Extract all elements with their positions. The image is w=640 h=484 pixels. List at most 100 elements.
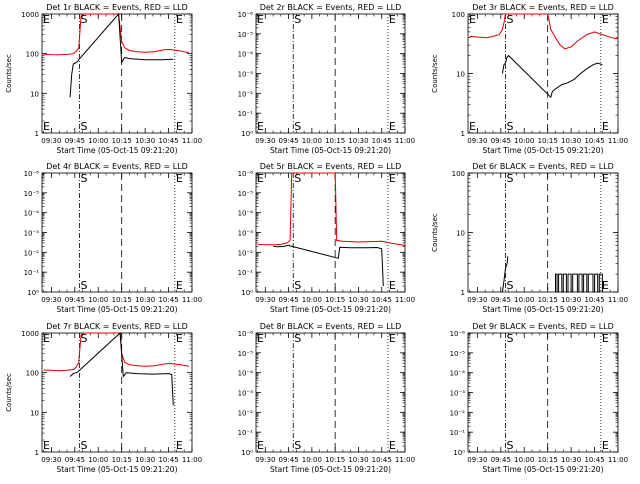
x-tick-label: 09:30 [255,456,275,464]
x-tick-label: 11:00 [182,456,202,464]
x-tick-label: 09:30 [255,296,275,304]
y-tick-label: 1000 [21,330,39,338]
chart-title: Det 4r BLACK = Events, RED = LLD [46,162,188,171]
y-tick-label: 10⁻³ [238,390,254,398]
x-tick-label: 10:30 [135,296,155,304]
y-tick-label: 10⁻⁶ [238,330,254,338]
x-tick-label: 09:45 [491,296,511,304]
chart-panel-4: Det 4r BLACK = Events, RED = LLD 10⁰ 10⁻¹ 1… [24,162,203,314]
x-tick-label: 10:00 [88,137,108,145]
chart-panel-3: Det 3r BLACK = Events, RED = LLD 1 10 100 09… [431,3,628,155]
corner-label: E [43,332,50,345]
marker-label-bottom: E [389,439,396,452]
chart-panel-8: Det 8r BLACK = Events, RED = LLD 10⁰ 10⁻¹ 1… [238,322,416,474]
x-tick-label: 09:45 [491,456,511,464]
marker-label-top: E [602,13,609,26]
y-tick-label: 10⁻² [238,90,254,98]
x-axis-label: Start Time (05-Oct-15 09:21:20) [270,146,391,155]
x-tick-label: 10:15 [112,296,132,304]
series-line-lld-0 [43,332,189,372]
x-tick-label: 09:30 [41,137,61,145]
marker-label-bottom: S [294,279,301,292]
x-tick-label: 10:45 [584,296,604,304]
y-tick-label: 10⁰ [241,449,253,457]
x-axis-label: Start Time (05-Oct-15 09:21:20) [56,465,177,474]
chart-title: Det 5r BLACK = Events, RED = LLD [260,162,402,171]
y-tick-label: 10⁻⁶ [24,170,40,178]
y-tick-label: 10⁻⁵ [238,350,254,358]
y-tick-label: 100 [452,170,465,178]
plot-frame [41,332,193,453]
y-tick-label: 10⁻⁶ [238,170,254,178]
corner-label: E [43,439,50,452]
marker-label-top: E [176,172,183,185]
x-tick-label: 10:45 [158,296,178,304]
y-tick-label: 10⁻¹ [238,269,254,277]
y-tick-label: 10 [456,230,465,238]
chart-panel-5: Det 5r BLACK = Events, RED = LLD 10⁰ 10⁻¹ 1… [238,162,416,314]
y-tick-label: 10⁻⁴ [450,370,466,378]
plot-frame [41,172,193,293]
x-tick-label: 11:00 [395,456,415,464]
x-axis-label: Start Time (05-Oct-15 09:21:20) [56,305,177,314]
x-tick-label: 09:30 [41,296,61,304]
chart-title: Det 9r BLACK = Events, RED = LLD [472,322,614,331]
marker-label-top: E [389,172,396,185]
x-tick-label: 09:45 [491,137,511,145]
y-tick-label: 10⁰ [241,130,253,138]
y-tick-label: 10⁻² [238,249,254,257]
plot-frame [467,332,619,453]
y-tick-label: 10⁻⁴ [238,370,254,378]
x-tick-label: 10:15 [112,137,132,145]
y-tick-label: 10⁻⁵ [238,190,254,198]
marker-label-bottom: S [81,439,88,452]
corner-label: E [43,13,50,26]
x-tick-label: 10:45 [584,456,604,464]
x-tick-label: 10:45 [372,296,392,304]
y-tick-label: 10⁻³ [24,230,40,238]
marker-label-bottom: S [81,279,88,292]
marker-label-bottom: S [507,120,514,133]
x-tick-label: 10:15 [112,456,132,464]
y-tick-label: 10⁻⁵ [24,190,40,198]
marker-label-top: E [602,332,609,345]
marker-label-bottom: E [602,120,609,133]
marker-label-top: S [294,172,301,185]
x-axis-label: Start Time (05-Oct-15 09:21:20) [270,305,391,314]
marker-label-top: S [294,13,301,26]
x-tick-label: 10:00 [514,137,534,145]
y-tick-label: 1 [461,289,465,297]
marker-label-top: S [81,13,88,26]
x-tick-label: 10:15 [325,137,345,145]
y-tick-label: 10⁰ [241,289,253,297]
chart-title: Det 1r BLACK = Events, RED = LLD [46,3,188,12]
y-tick-label: 10 [30,90,39,98]
x-tick-label: 09:30 [41,456,61,464]
chart-title: Det 3r BLACK = Events, RED = LLD [472,3,614,12]
marker-label-bottom: S [507,279,514,292]
x-tick-label: 09:45 [279,456,299,464]
y-tick-label: 10⁻² [24,249,40,257]
marker-label-bottom: S [294,439,301,452]
corner-label: E [257,120,264,133]
y-tick-label: 10⁻¹ [238,429,254,437]
series-line-lld-0 [469,13,619,50]
marker-label-top: E [176,332,183,345]
x-axis-label: Start Time (05-Oct-15 09:21:20) [482,305,603,314]
x-tick-label: 10:00 [302,456,322,464]
chart-title: Det 7r BLACK = Events, RED = LLD [46,322,188,331]
y-tick-label: 10⁻⁴ [238,210,254,218]
y-tick-label: 10⁻⁵ [238,31,254,39]
x-tick-label: 10:30 [348,296,368,304]
y-tick-label: 10⁻¹ [24,269,40,277]
y-tick-label: 10⁻⁴ [24,210,40,218]
x-tick-label: 09:45 [65,296,85,304]
x-tick-label: 09:30 [255,137,275,145]
y-tick-label: 10⁻⁶ [450,330,466,338]
y-tick-label: 10⁻¹ [238,110,254,118]
marker-label-top: S [507,172,514,185]
x-tick-label: 09:30 [467,296,487,304]
chart-title: Det 6r BLACK = Events, RED = LLD [472,162,614,171]
y-tick-label: 1 [35,130,39,138]
